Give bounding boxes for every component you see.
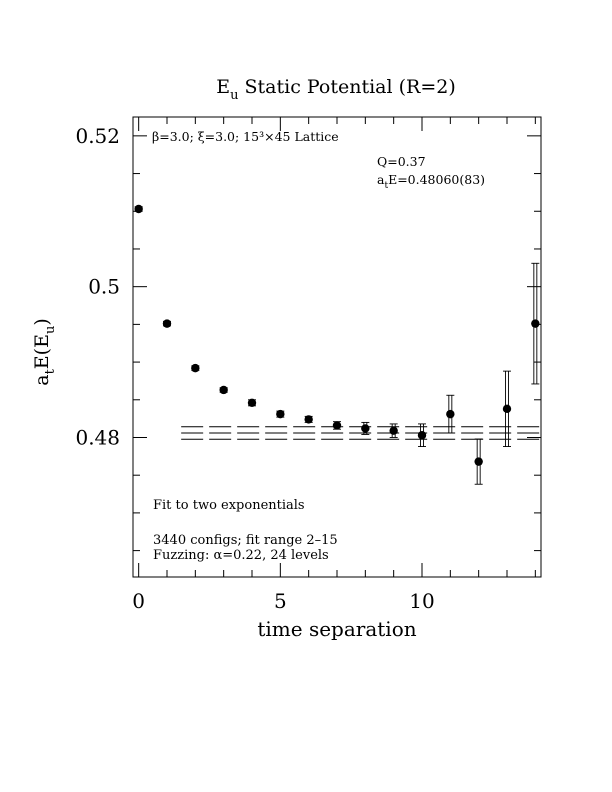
point-marker xyxy=(389,426,398,435)
data-point xyxy=(134,204,143,214)
data-point xyxy=(502,370,512,447)
q-annotation: Q=0.37 xyxy=(377,154,426,169)
y-tick-label: 0.48 xyxy=(75,425,120,449)
point-marker xyxy=(219,385,228,395)
data-point xyxy=(332,421,342,430)
lattice-annotation: β=3.0; ξ=3.0; 15³×45 Lattice xyxy=(152,129,339,144)
point-marker xyxy=(162,319,172,328)
point-marker xyxy=(502,404,512,414)
point-marker xyxy=(304,415,313,424)
point-marker xyxy=(417,431,427,440)
y-axis-label: atE(Eu) xyxy=(31,318,58,386)
data-point xyxy=(531,262,540,385)
data-point xyxy=(446,394,455,434)
point-marker xyxy=(474,457,483,466)
point-marker xyxy=(531,319,540,328)
fit-band xyxy=(181,426,541,440)
point-marker xyxy=(446,409,455,419)
point-marker xyxy=(332,421,342,430)
fit-description: Fit to two exponentials xyxy=(153,498,305,513)
data-point xyxy=(417,423,427,447)
point-marker xyxy=(134,204,143,214)
data-point xyxy=(219,385,228,395)
configs-annotation: 3440 configs; fit range 2–15 xyxy=(153,533,338,548)
x-tick-label: 5 xyxy=(274,589,287,613)
fuzzing-annotation: Fuzzing: α=0.22, 24 levels xyxy=(153,548,329,563)
data-point xyxy=(247,398,257,408)
y-tick-labels: 0.48 0.5 0.52 xyxy=(75,124,120,450)
x-tick-labels: 0 5 10 xyxy=(132,589,434,613)
point-marker xyxy=(191,363,200,373)
chart-title: Eu Static Potential (R=2) xyxy=(216,76,456,103)
data-point xyxy=(389,423,398,438)
data-points xyxy=(134,204,540,485)
data-point xyxy=(474,438,483,485)
energy-annotation: atE=0.48060(83) xyxy=(377,172,485,191)
data-point xyxy=(162,319,172,328)
y-tick-label: 0.5 xyxy=(88,275,120,299)
point-marker xyxy=(276,409,285,419)
x-tick-label: 10 xyxy=(409,589,434,613)
data-point xyxy=(191,363,200,373)
point-marker xyxy=(247,398,257,408)
x-axis-label: time separation xyxy=(257,617,416,641)
data-point xyxy=(276,409,285,419)
x-tick-label: 0 xyxy=(132,589,145,613)
y-tick-label: 0.52 xyxy=(75,124,120,148)
data-point xyxy=(361,421,370,435)
data-point xyxy=(304,415,313,424)
point-marker xyxy=(361,424,370,433)
